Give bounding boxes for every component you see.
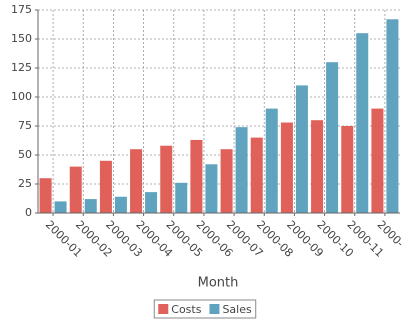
y-tick-label: 125	[11, 61, 32, 74]
bar	[250, 137, 263, 213]
bar	[265, 108, 278, 213]
bar	[220, 149, 233, 213]
legend-swatch	[209, 304, 220, 314]
bar	[175, 182, 188, 213]
bar	[84, 199, 97, 213]
bar	[371, 108, 384, 213]
y-tick-label: 175	[11, 3, 32, 16]
bar	[386, 19, 399, 214]
bar	[54, 201, 67, 213]
y-tick-label: 150	[11, 32, 32, 45]
bar	[356, 33, 369, 214]
bar	[295, 85, 308, 213]
y-tick-label: 25	[18, 177, 32, 190]
bar	[311, 120, 324, 213]
y-tick-label: 75	[18, 119, 32, 132]
legend-label: Costs	[171, 303, 201, 316]
bar	[205, 164, 218, 213]
bar	[39, 178, 52, 213]
legend: Costs Sales	[153, 299, 257, 319]
bar	[145, 192, 158, 213]
bar	[130, 149, 143, 213]
y-tick-label: 100	[11, 90, 32, 103]
bar	[160, 145, 173, 213]
y-tick-label: 50	[18, 148, 32, 161]
x-axis-title: Month	[198, 276, 239, 291]
bar	[341, 126, 354, 213]
legend-label: Sales	[222, 303, 252, 316]
bar	[114, 196, 127, 213]
bar	[326, 62, 339, 214]
bar	[69, 166, 82, 213]
bar	[99, 160, 112, 213]
legend-swatch	[158, 304, 169, 314]
legend-box	[153, 299, 257, 319]
plot-area	[38, 10, 400, 213]
bar	[280, 122, 293, 213]
bar	[190, 139, 203, 213]
bar	[235, 127, 248, 213]
y-tick-label: 0	[25, 206, 32, 219]
